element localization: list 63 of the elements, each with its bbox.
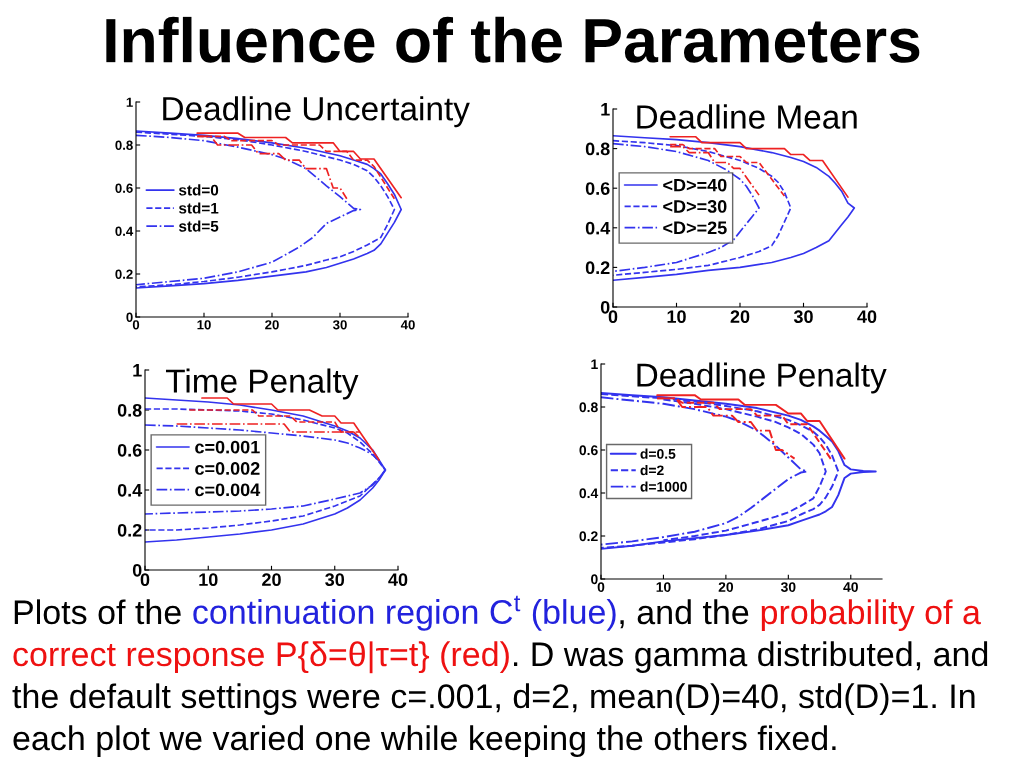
x-tick-label: 10 [667, 310, 686, 324]
y-tick-label: 0.4 [117, 483, 143, 497]
legend-label: d=0.5 [640, 448, 676, 459]
x-tick-label: 10 [197, 320, 211, 330]
legend-label: std=5 [178, 220, 219, 232]
x-tick-label: 30 [793, 310, 813, 324]
text: continuation region C$^{t}$ (blue) [193, 595, 616, 631]
text: correct response P{δ=θ|τ=t} (red) [13, 641, 509, 674]
y-tick-label: 0.8 [579, 402, 598, 413]
y-tick-label: 0.2 [585, 261, 610, 275]
y-tick-label: 0 [600, 300, 610, 314]
text: . D was gamma distributed, and [513, 641, 988, 674]
y-tick-label: 0.8 [117, 403, 142, 417]
legend-label: std=0 [178, 184, 219, 196]
x-tick-label: 30 [325, 573, 345, 587]
legend-label: d=1000 [640, 481, 687, 492]
legend-label: c=0.004 [195, 483, 261, 497]
x-tick-label: 40 [857, 310, 877, 324]
y-tick-label: 0.2 [117, 523, 142, 537]
x-tick-label: 20 [718, 582, 734, 592]
y-tick-label: 0.4 [585, 221, 611, 235]
legend-label: std=1 [178, 202, 219, 214]
x-tick-label: 20 [265, 320, 279, 330]
y-tick-label: 0.6 [579, 445, 598, 456]
y-tick-label: 0.8 [115, 140, 133, 150]
y-tick-label: 0.6 [585, 182, 610, 195]
y-tick-label: 1 [591, 359, 598, 370]
y-tick-label: 0.6 [115, 183, 133, 193]
chart-title: Deadline Mean [637, 104, 857, 129]
x-tick-label: 20 [730, 310, 750, 324]
legend-label: c=0.001 [195, 440, 260, 454]
x-tick-label: 10 [656, 582, 671, 592]
x-tick-label: 20 [262, 573, 281, 587]
text: each plot we varied one while keeping the others fixed. [13, 725, 836, 758]
legend-label: <D>=40 [663, 178, 727, 192]
y-tick-label: 0.4 [579, 488, 599, 499]
text: Plots of the [14, 599, 181, 625]
legend-label: <D>=30 [663, 200, 727, 213]
chart-title: Deadline Penalty [637, 362, 887, 394]
text: Influence of the Parameters [106, 16, 920, 63]
y-tick-label: 0.8 [585, 142, 610, 156]
y-tick-label: 0.6 [117, 443, 142, 457]
y-tick-label: 1 [601, 103, 610, 116]
legend-label: c=0.002 [195, 462, 260, 475]
x-tick-label: 40 [400, 320, 415, 330]
legend-label: d=2 [640, 465, 664, 476]
chart-title: Time Penalty [165, 368, 359, 400]
legend-label: <D>=25 [663, 221, 727, 235]
x-tick-label: 10 [199, 573, 218, 587]
x-tick-label: 30 [332, 320, 347, 330]
text: , and the [620, 599, 749, 629]
x-tick-label: 40 [843, 582, 858, 592]
y-tick-label: 0 [132, 563, 142, 577]
y-tick-label: 1 [126, 97, 133, 107]
y-tick-label: 0.2 [115, 269, 133, 279]
x-tick-label: 30 [780, 582, 796, 592]
y-tick-label: 1 [133, 364, 142, 377]
text: probability of a [761, 599, 981, 632]
text: the default settings were c=.001, d=2, mean(D)=40, std(D)=1. In [12, 683, 975, 716]
y-tick-label: 0.2 [579, 531, 598, 542]
x-tick-label: 40 [388, 573, 408, 587]
y-tick-label: 0.4 [115, 226, 134, 236]
chart-title: Deadline Uncertainty [163, 96, 470, 128]
